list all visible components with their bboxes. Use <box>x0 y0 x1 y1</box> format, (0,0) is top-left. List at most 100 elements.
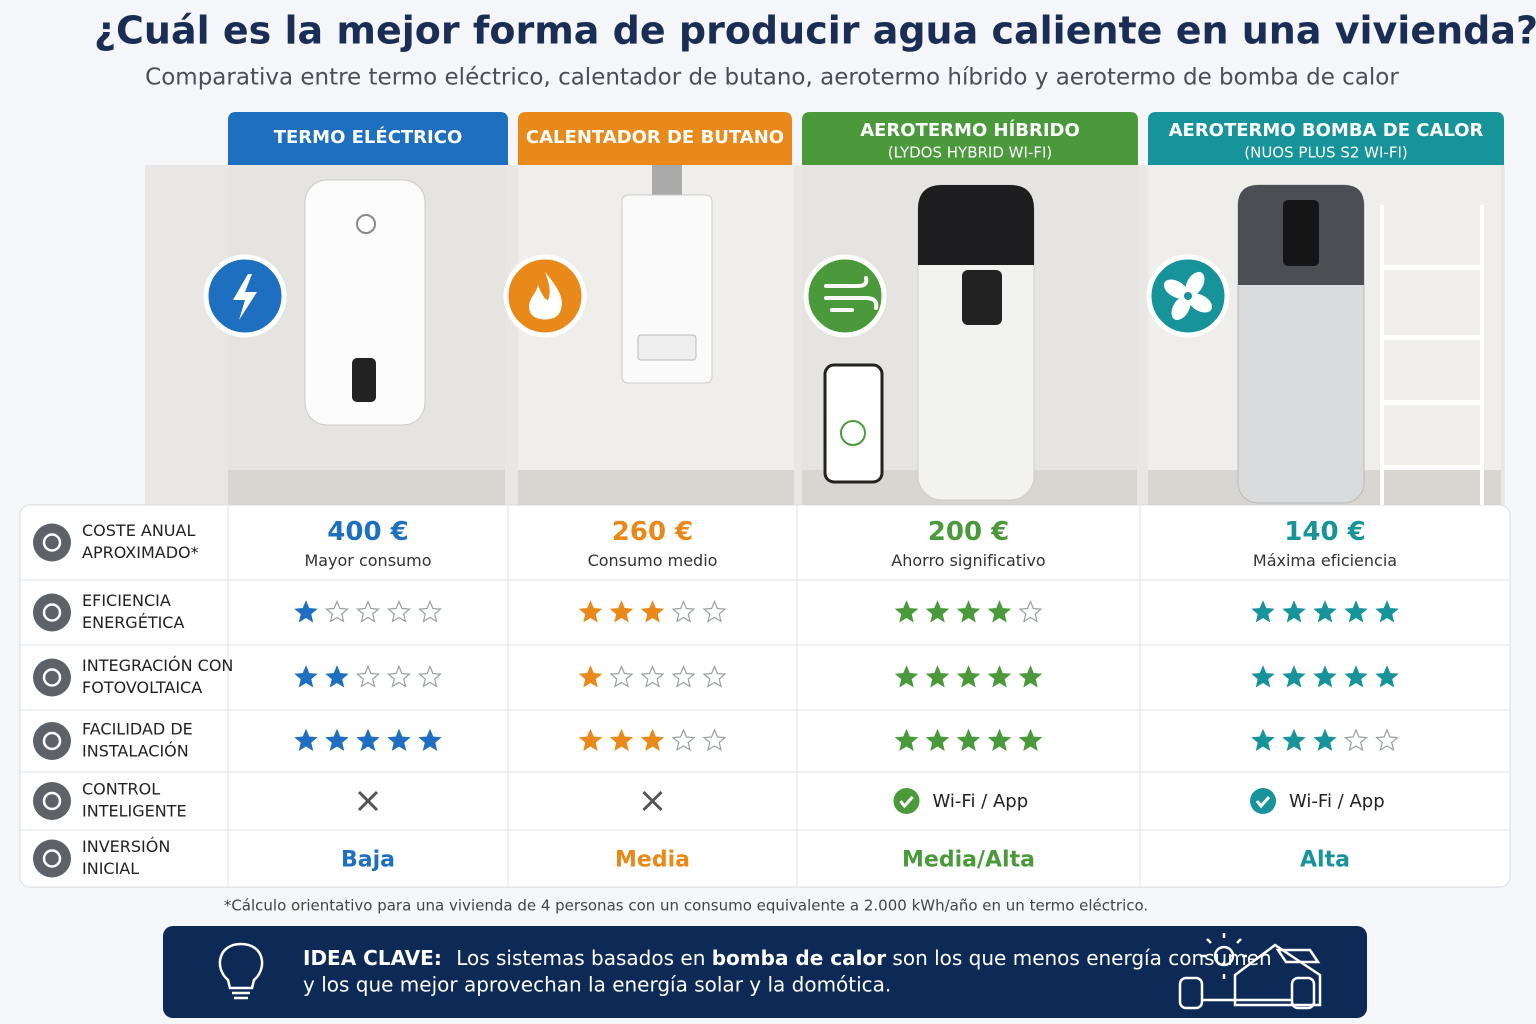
star-filled <box>987 665 1012 688</box>
star-empty <box>702 599 727 623</box>
star-filled <box>987 728 1012 751</box>
column-title: AEROTERMO BOMBA DE CALOR <box>1169 120 1484 141</box>
row-icon-glyph <box>42 668 62 687</box>
check-text: Wi-Fi / App <box>933 791 1029 812</box>
cost-value: 140 € <box>1284 517 1365 547</box>
panel <box>637 334 697 361</box>
row-label: COSTE ANUAL <box>82 521 195 540</box>
row-label: FOTOVOLTAICA <box>82 678 202 697</box>
star-rating <box>894 665 1043 688</box>
star-empty <box>1343 728 1369 752</box>
star-filled <box>925 665 950 688</box>
star-rating <box>578 599 727 623</box>
row-label: ENERGÉTICA <box>82 613 184 632</box>
house-icon <box>1178 933 1322 1010</box>
star-rating <box>294 599 443 623</box>
appliance-termo <box>304 179 426 426</box>
column-title: AEROTERMO HÍBRIDO <box>860 119 1080 141</box>
star-rating <box>1251 728 1400 752</box>
key-idea-line1: IDEA CLAVE: Los sistemas basados en bomb… <box>303 946 1272 970</box>
column-tab <box>228 112 508 165</box>
shelf <box>1380 465 1484 470</box>
star-filled <box>578 665 603 688</box>
row-icon-glyph <box>42 849 62 868</box>
row-icon <box>33 593 71 632</box>
gauge <box>356 214 376 234</box>
star-empty <box>702 664 727 688</box>
cross-icon <box>357 790 379 812</box>
column-title: CALENTADOR DE BUTANO <box>526 127 784 148</box>
row-icon <box>33 658 71 697</box>
star-filled <box>925 728 950 751</box>
row-label: APROXIMADO* <box>82 543 199 562</box>
star-rating <box>1251 665 1399 688</box>
star-rating <box>578 728 727 752</box>
fan-hub <box>1184 292 1192 300</box>
cost-note: Mayor consumo <box>304 551 431 570</box>
cost-note: Consumo medio <box>588 551 718 570</box>
row-icon-glyph <box>42 533 62 552</box>
star-filled <box>956 728 981 751</box>
footnote: *Cálculo orientativo para una vivienda d… <box>224 897 1148 915</box>
star-filled <box>1313 600 1337 623</box>
star-filled <box>1313 665 1337 688</box>
star-filled <box>1313 728 1337 751</box>
check-mark <box>899 796 914 809</box>
star-filled <box>1018 665 1043 688</box>
row-icon-glyph <box>42 731 62 751</box>
star-filled <box>1344 665 1368 688</box>
tank-top <box>918 185 1034 265</box>
star-filled <box>1251 600 1275 623</box>
bulb-icon <box>218 942 264 1000</box>
row-label: INTELIGENTE <box>82 802 187 821</box>
row-label: INICIAL <box>82 859 139 878</box>
investment-value: Alta <box>1300 848 1350 873</box>
fan-blade <box>1163 279 1188 299</box>
star-filled <box>1282 600 1306 623</box>
star-empty <box>1018 599 1043 623</box>
row-icon-glyph <box>42 603 62 622</box>
cost-value: 260 € <box>612 517 693 547</box>
star-rating <box>294 664 443 688</box>
row-label: INVERSIÓN <box>82 837 170 856</box>
star-empty <box>417 664 443 688</box>
star-rating <box>894 599 1043 623</box>
star-filled <box>1282 728 1306 751</box>
key-idea-text: son los que menos energía consumen <box>886 946 1272 970</box>
star-filled <box>987 600 1012 623</box>
star-filled <box>925 600 950 623</box>
shelf <box>1380 265 1484 270</box>
star-filled <box>894 665 919 688</box>
row-icon <box>33 782 71 820</box>
star-filled <box>1375 600 1399 623</box>
phone-dial <box>840 420 866 446</box>
row-label: CONTROL <box>82 780 160 799</box>
row-label: INSTALACIÓN <box>82 742 189 761</box>
key-idea-banner <box>163 926 1367 1018</box>
star-filled <box>387 728 411 751</box>
star-filled <box>294 728 318 751</box>
star-empty <box>671 599 696 623</box>
star-filled <box>640 600 665 623</box>
investment-value: Baja <box>341 848 395 873</box>
star-filled <box>1251 728 1275 751</box>
shelf-post <box>1380 205 1384 505</box>
check-mark <box>1255 796 1271 809</box>
cross-icon <box>642 790 663 812</box>
key-idea-line2: y los que mejor aprovechan la energía so… <box>303 973 891 997</box>
cost-value: 400 € <box>327 517 408 547</box>
row-icon-glyph <box>42 791 62 811</box>
appliance-butano <box>621 165 713 384</box>
star-empty <box>640 664 665 688</box>
star-empty <box>417 599 443 623</box>
star-filled <box>609 600 634 623</box>
star-empty <box>671 664 696 688</box>
star-rating <box>578 664 727 688</box>
check-text: Wi-Fi / App <box>1289 791 1385 812</box>
column-tab <box>518 112 792 165</box>
star-filled <box>894 728 919 751</box>
shelf <box>1380 400 1484 405</box>
star-filled <box>956 600 981 623</box>
